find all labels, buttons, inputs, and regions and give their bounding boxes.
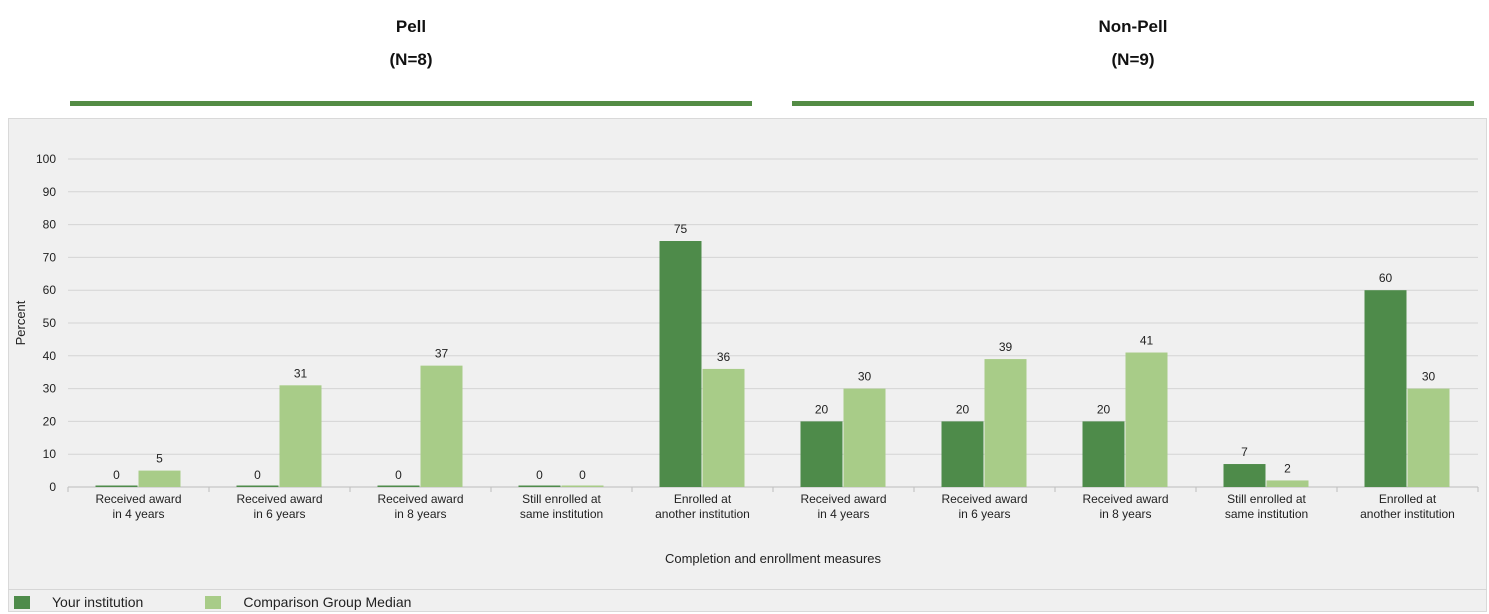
data-label: 41 (1140, 334, 1154, 348)
legend-swatch-your-institution (14, 595, 30, 609)
x-tick-label: in 8 years (1099, 507, 1151, 521)
bar-your-institution (518, 485, 561, 487)
x-tick-label: another institution (655, 507, 750, 521)
bar-comparison-median (702, 368, 745, 487)
x-axis-label: Completion and enrollment measures (665, 551, 882, 566)
x-tick-label: in 6 years (253, 507, 305, 521)
data-label: 37 (435, 347, 449, 361)
y-tick-label: 90 (43, 185, 57, 199)
x-tick-label: in 8 years (394, 507, 446, 521)
y-tick-label: 40 (43, 349, 57, 363)
bar-comparison-median (420, 365, 463, 487)
x-tick-label: Received award (236, 492, 322, 506)
data-label: 75 (674, 222, 688, 236)
y-tick-label: 20 (43, 414, 57, 428)
bar-comparison-median (1266, 480, 1309, 487)
x-tick-label: Still enrolled at (1227, 492, 1306, 506)
non-pell-group-rule (792, 101, 1474, 106)
data-label: 39 (999, 340, 1013, 354)
data-label: 0 (536, 468, 543, 482)
y-tick-label: 30 (43, 382, 57, 396)
legend-label-comparison-median: Comparison Group Median (243, 594, 412, 610)
y-tick-label: 100 (36, 152, 56, 166)
x-tick-label: Received award (95, 492, 181, 506)
x-tick-label: Enrolled at (674, 492, 732, 506)
x-tick-label: in 4 years (112, 507, 164, 521)
data-label: 7 (1241, 445, 1248, 459)
pell-group-title: Pell (395, 17, 427, 36)
bar-comparison-median (984, 359, 1027, 487)
bar-your-institution (236, 485, 279, 487)
non-pell-group-header: Non-Pell (N=9) (792, 10, 1474, 76)
y-tick-label: 80 (43, 218, 57, 232)
data-label: 20 (815, 402, 829, 416)
x-tick-label: another institution (1360, 507, 1455, 521)
x-tick-label: Received award (1082, 492, 1168, 506)
data-label: 0 (579, 468, 586, 482)
x-tick-label: in 6 years (958, 507, 1010, 521)
y-tick-label: 10 (43, 447, 57, 461)
bar-your-institution (1223, 464, 1266, 487)
non-pell-group-title: Non-Pell (1098, 17, 1168, 36)
bar-your-institution (377, 485, 420, 487)
x-tick-label: Received award (800, 492, 886, 506)
data-label: 5 (156, 452, 163, 466)
bar-your-institution (800, 421, 843, 487)
legend-item-your-institution: Your institution (14, 594, 143, 610)
bar-comparison-median (1407, 388, 1450, 487)
x-tick-label: same institution (520, 507, 603, 521)
data-label: 2 (1284, 461, 1291, 475)
legend-label-your-institution: Your institution (52, 594, 144, 610)
non-pell-group-count: (N=9) (1111, 50, 1155, 69)
data-label: 0 (254, 468, 261, 482)
y-tick-label: 70 (43, 250, 57, 264)
legend-item-comparison-median: Comparison Group Median (205, 594, 411, 610)
data-label: 60 (1379, 271, 1393, 285)
bar-your-institution (1082, 421, 1125, 487)
data-label: 30 (1422, 370, 1436, 384)
data-label: 0 (113, 468, 120, 482)
bar-your-institution (659, 241, 702, 487)
y-tick-label: 60 (43, 283, 57, 297)
y-tick-label: 0 (49, 480, 56, 494)
bar-comparison-median (843, 388, 886, 487)
y-tick-label: 50 (43, 316, 57, 330)
y-axis-label: Percent (13, 300, 28, 345)
legend-divider (8, 589, 1487, 590)
bar-your-institution (95, 485, 138, 487)
pell-group-count: (N=8) (389, 50, 433, 69)
pell-group-rule (70, 101, 752, 106)
chart-legend: Your institution Comparison Group Median (14, 592, 473, 612)
data-label: 31 (294, 366, 308, 380)
pell-group-header: Pell (N=8) (70, 10, 752, 76)
bar-comparison-median (1125, 352, 1168, 487)
legend-swatch-comparison-median (205, 595, 222, 609)
bar-your-institution (1364, 290, 1407, 487)
x-tick-label: Received award (941, 492, 1027, 506)
x-tick-label: Received award (377, 492, 463, 506)
bar-comparison-median (138, 470, 181, 487)
bar-comparison-median (561, 485, 604, 487)
x-tick-label: in 4 years (817, 507, 869, 521)
data-label: 20 (956, 402, 970, 416)
bar-comparison-median (279, 385, 322, 487)
x-tick-label: Enrolled at (1379, 492, 1437, 506)
bar-your-institution (941, 421, 984, 487)
x-tick-label: same institution (1225, 507, 1308, 521)
x-tick-label: Still enrolled at (522, 492, 601, 506)
chart-panel (8, 118, 1487, 612)
data-label: 0 (395, 468, 402, 482)
data-label: 30 (858, 370, 872, 384)
data-label: 20 (1097, 402, 1111, 416)
data-label: 36 (717, 350, 731, 364)
